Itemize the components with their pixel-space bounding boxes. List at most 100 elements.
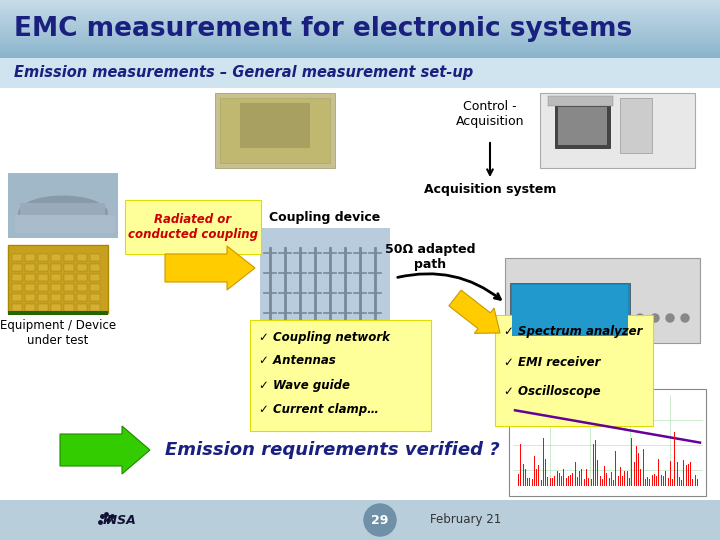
Bar	[0, 21, 720, 23]
Circle shape	[364, 504, 396, 536]
Bar	[555, 103, 610, 148]
Bar	[64, 264, 74, 271]
Bar	[0, 53, 720, 56]
Bar	[38, 254, 48, 261]
FancyBboxPatch shape	[8, 245, 108, 313]
Bar	[0, 13, 720, 16]
Bar	[12, 254, 22, 261]
Circle shape	[636, 314, 644, 322]
Bar	[0, 40, 720, 43]
Bar	[90, 254, 100, 261]
Bar	[38, 294, 48, 301]
Text: Acquisition system: Acquisition system	[424, 183, 556, 196]
Bar	[0, 50, 720, 52]
Text: ✓ Spectrum analyzer: ✓ Spectrum analyzer	[504, 326, 642, 339]
Bar	[0, 48, 720, 50]
Bar	[51, 304, 61, 311]
Bar	[8, 311, 108, 315]
Bar	[12, 264, 22, 271]
Bar	[0, 2, 720, 4]
Bar	[0, 35, 720, 37]
Bar	[77, 254, 87, 261]
Bar	[25, 264, 35, 271]
Bar	[0, 44, 720, 46]
Bar	[0, 46, 720, 49]
FancyBboxPatch shape	[505, 258, 700, 343]
Text: Radiated or
conducted coupling: Radiated or conducted coupling	[128, 213, 258, 241]
Bar	[0, 56, 720, 58]
Bar	[20, 203, 105, 225]
Bar	[25, 304, 35, 311]
Bar	[25, 294, 35, 301]
FancyArrow shape	[449, 290, 500, 333]
Bar	[0, 7, 720, 10]
Bar	[38, 284, 48, 291]
Bar	[0, 26, 720, 29]
Bar	[12, 294, 22, 301]
Bar	[64, 294, 74, 301]
Bar	[0, 25, 720, 27]
FancyBboxPatch shape	[260, 228, 390, 328]
Bar	[0, 15, 720, 17]
Bar	[12, 274, 22, 281]
Bar	[51, 294, 61, 301]
Bar	[51, 284, 61, 291]
Bar	[15, 215, 115, 233]
Bar	[0, 58, 720, 500]
Text: 50Ω adapted
path: 50Ω adapted path	[384, 243, 475, 271]
Bar	[0, 52, 720, 54]
Bar	[558, 107, 607, 145]
Bar	[25, 284, 35, 291]
Bar	[240, 103, 310, 148]
Text: ✓ Coupling network: ✓ Coupling network	[259, 330, 390, 343]
Bar	[220, 98, 330, 163]
Text: ✓ Antennas: ✓ Antennas	[259, 354, 336, 368]
Bar	[0, 17, 720, 19]
FancyBboxPatch shape	[8, 173, 118, 238]
Bar	[51, 254, 61, 261]
FancyArrow shape	[165, 246, 255, 290]
Text: INSA: INSA	[103, 514, 137, 526]
FancyBboxPatch shape	[250, 320, 431, 431]
Bar	[77, 294, 87, 301]
FancyBboxPatch shape	[540, 93, 695, 168]
Bar	[0, 42, 720, 44]
Bar	[90, 284, 100, 291]
Bar	[0, 0, 720, 2]
Circle shape	[666, 314, 674, 322]
Bar	[38, 304, 48, 311]
Bar	[90, 264, 100, 271]
Bar	[64, 254, 74, 261]
Bar	[0, 3, 720, 6]
Text: Equipment / Device
under test: Equipment / Device under test	[0, 319, 116, 347]
Bar	[77, 284, 87, 291]
Bar	[510, 283, 630, 338]
Circle shape	[651, 314, 659, 322]
Bar	[0, 11, 720, 14]
Text: ✓ Current clamp…: ✓ Current clamp…	[259, 402, 379, 415]
Text: Control -
Acquisition: Control - Acquisition	[456, 100, 524, 128]
Bar	[90, 294, 100, 301]
Ellipse shape	[18, 195, 108, 231]
Bar	[25, 254, 35, 261]
FancyBboxPatch shape	[509, 389, 706, 496]
Bar	[620, 98, 652, 153]
Bar	[0, 36, 720, 39]
Bar	[38, 274, 48, 281]
Text: Emission requirements verified ?: Emission requirements verified ?	[165, 441, 500, 459]
Text: Emission measurements – General measurement set-up: Emission measurements – General measurem…	[14, 65, 473, 80]
FancyBboxPatch shape	[215, 93, 335, 168]
Bar	[64, 274, 74, 281]
FancyArrow shape	[60, 426, 150, 474]
Circle shape	[681, 314, 689, 322]
Bar	[90, 274, 100, 281]
Text: 29: 29	[372, 514, 389, 526]
Bar	[0, 5, 720, 8]
Text: ✓ Wave guide: ✓ Wave guide	[259, 379, 350, 392]
Bar	[38, 264, 48, 271]
Bar	[12, 284, 22, 291]
Bar	[12, 304, 22, 311]
Text: Coupling device: Coupling device	[269, 211, 381, 224]
Bar	[51, 274, 61, 281]
Bar	[51, 264, 61, 271]
